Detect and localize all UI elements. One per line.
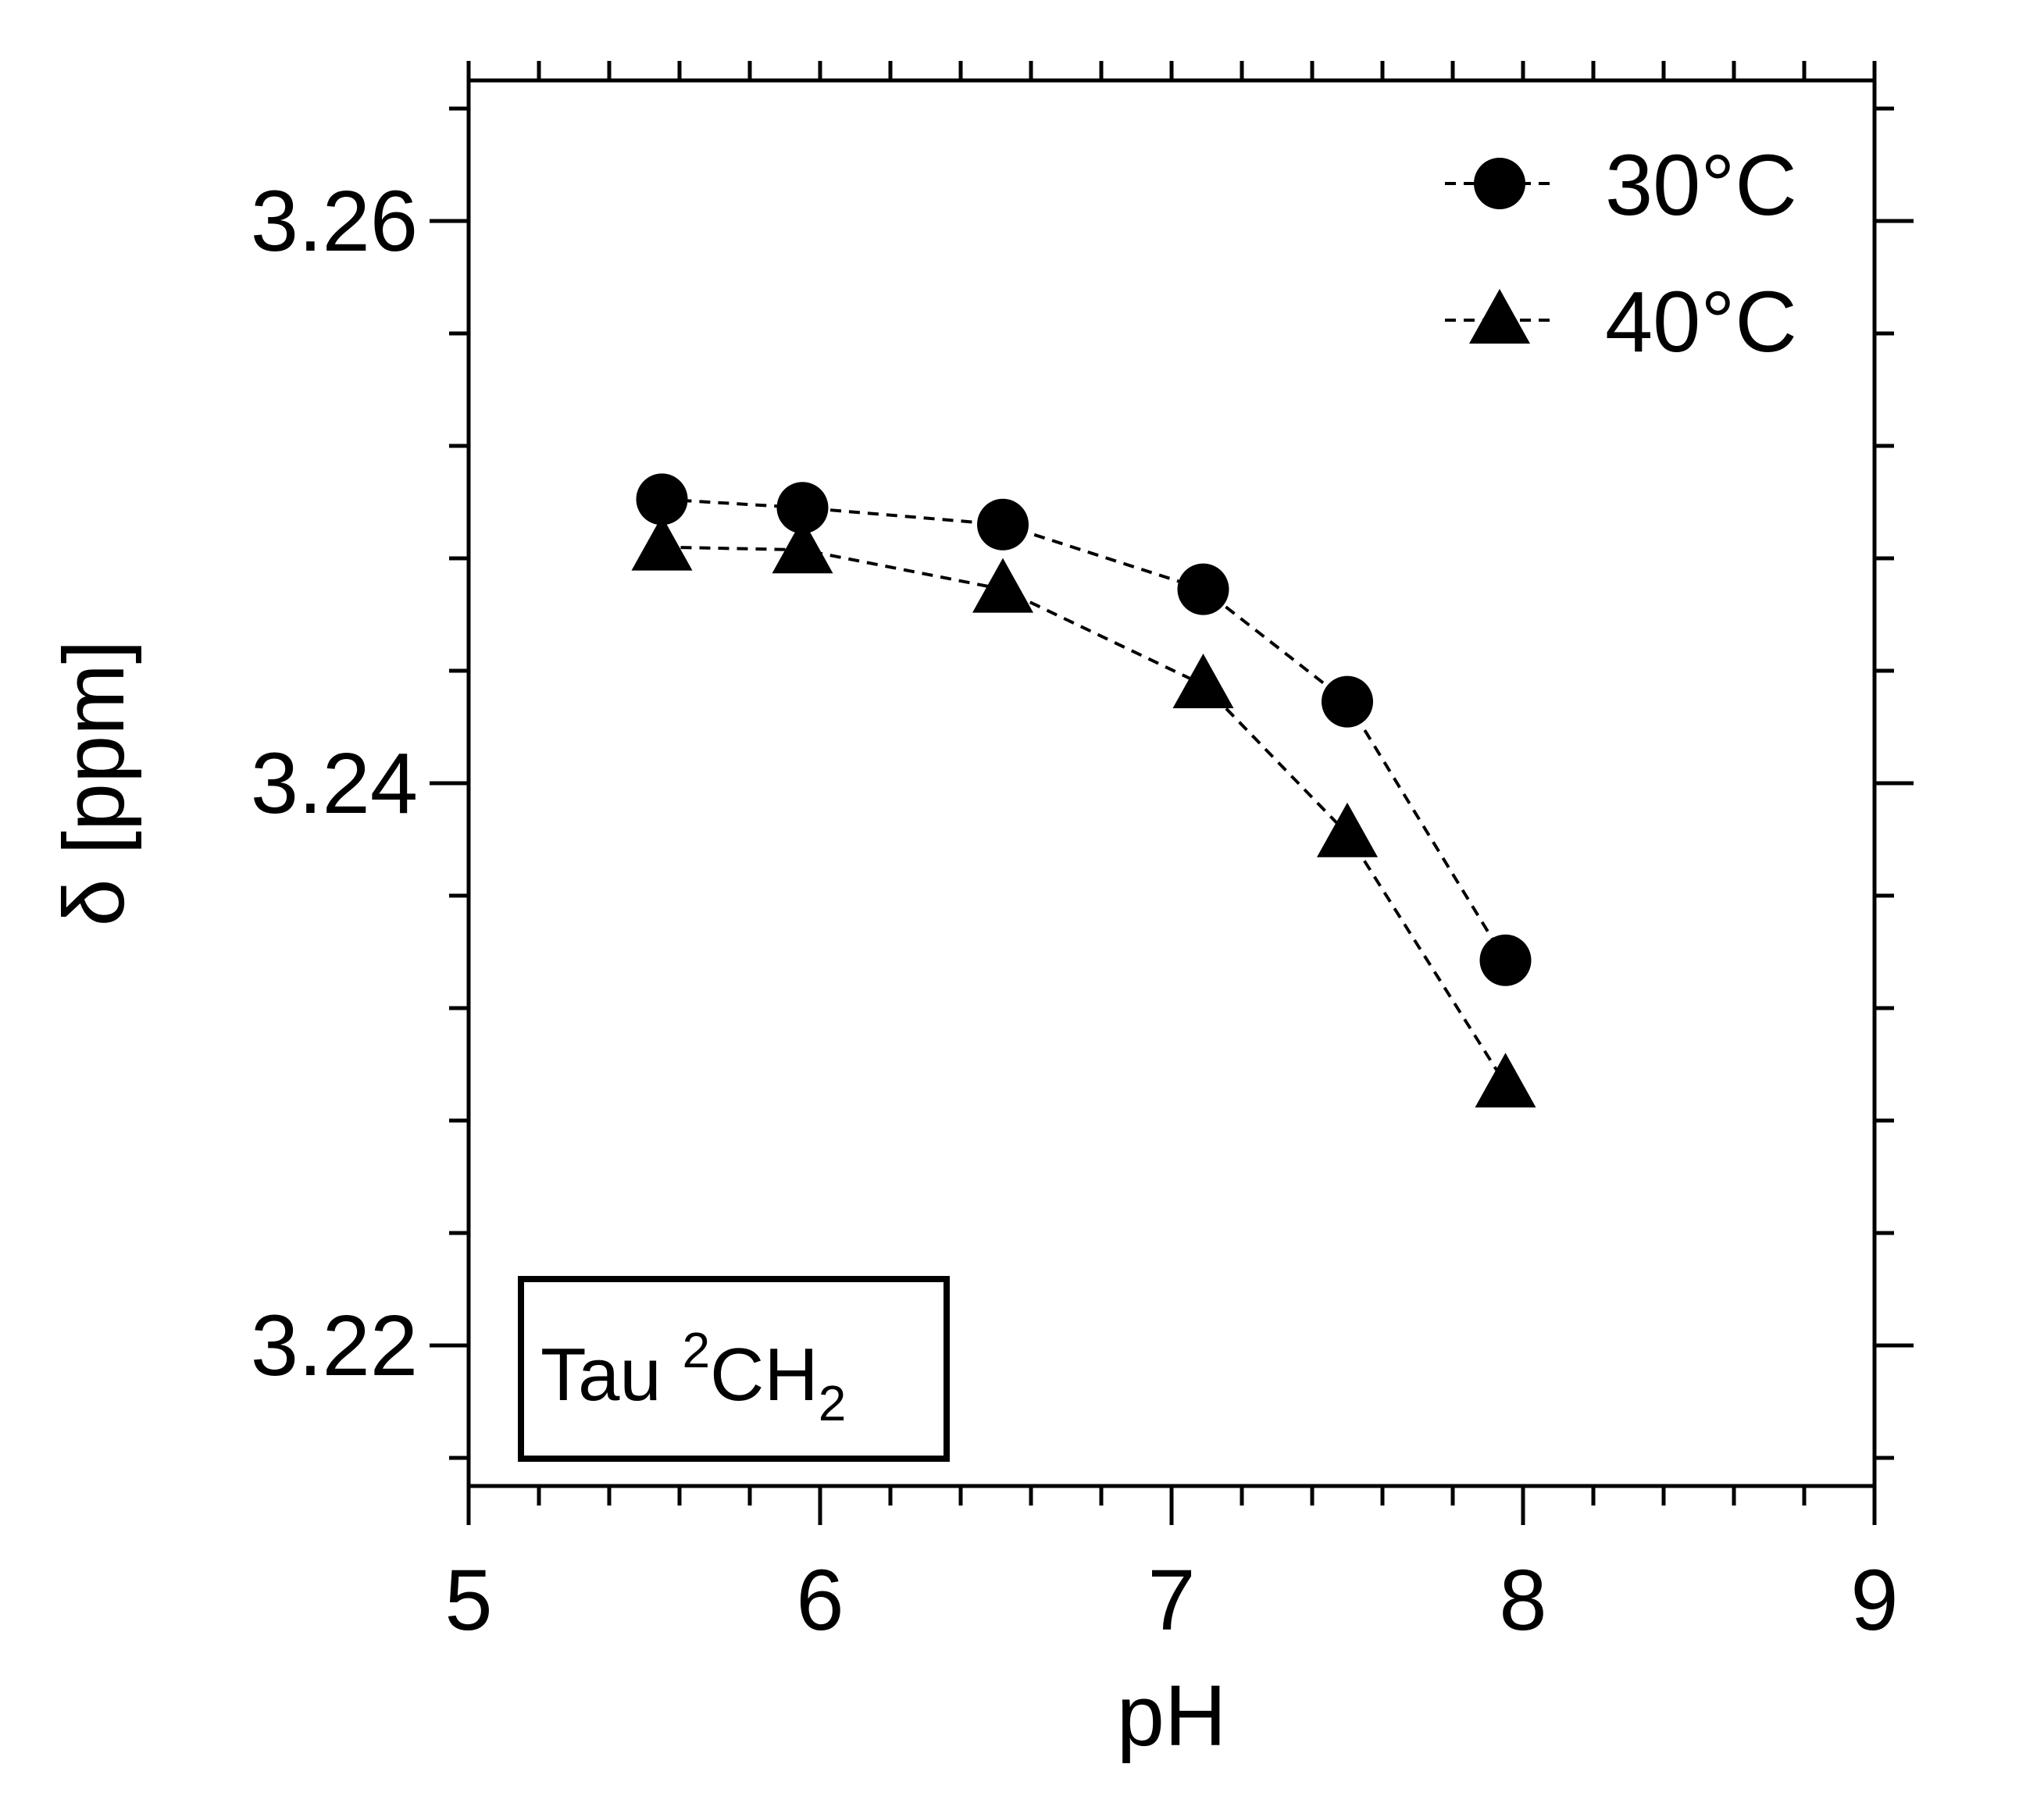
x-axis-title: pH	[1117, 1668, 1227, 1764]
series-markers	[631, 473, 1536, 1108]
x-tick-label: 9	[1850, 1552, 1898, 1648]
data-point-circle	[776, 482, 829, 534]
x-tick-label: 7	[1147, 1552, 1195, 1648]
annotation-box: Tau 2CH2	[518, 1276, 950, 1462]
data-point-triangle	[1172, 654, 1234, 708]
annotation-main: Tau	[540, 1333, 682, 1416]
annotation-frame	[518, 1276, 950, 1462]
data-point-triangle	[631, 515, 693, 571]
axis-tick-labels: 5 6 7 8 9 3.22 3.24 3.26	[251, 173, 1899, 1648]
legend: 30°C 40°C	[1445, 137, 1797, 370]
data-point-circle	[1322, 675, 1373, 728]
y-tick-label: 3.24	[251, 736, 418, 832]
x-tick-label: 6	[796, 1552, 844, 1648]
data-point-triangle	[1317, 802, 1378, 857]
y-tick-label: 3.26	[251, 173, 418, 269]
legend-marker-circle	[1474, 158, 1525, 209]
data-point-circle	[1177, 563, 1229, 615]
series-lines	[662, 497, 1507, 1085]
x-tick-label: 8	[1499, 1552, 1546, 1648]
legend-marker-triangle	[1469, 289, 1530, 344]
annotation-label: Tau 2CH2	[540, 1322, 846, 1431]
y-tick-label: 3.22	[251, 1298, 418, 1394]
y-axis-title: δ [ppm]	[46, 640, 142, 927]
data-point-circle	[1479, 934, 1532, 986]
data-point-triangle	[972, 558, 1033, 613]
legend-label: 30°C	[1605, 137, 1797, 233]
data-point-circle	[977, 498, 1029, 551]
x-tick-label: 5	[444, 1552, 492, 1648]
annotation-mid: CH	[710, 1333, 819, 1416]
legend-label: 40°C	[1605, 274, 1797, 370]
annotation-subscript: 2	[819, 1375, 847, 1431]
data-point-triangle	[772, 518, 833, 574]
axis-ticks	[430, 61, 1914, 1525]
annotation-superscript: 2	[682, 1322, 710, 1378]
series-line-2	[662, 545, 1507, 1085]
data-point-triangle	[1475, 1053, 1536, 1108]
data-point-circle	[636, 473, 688, 526]
